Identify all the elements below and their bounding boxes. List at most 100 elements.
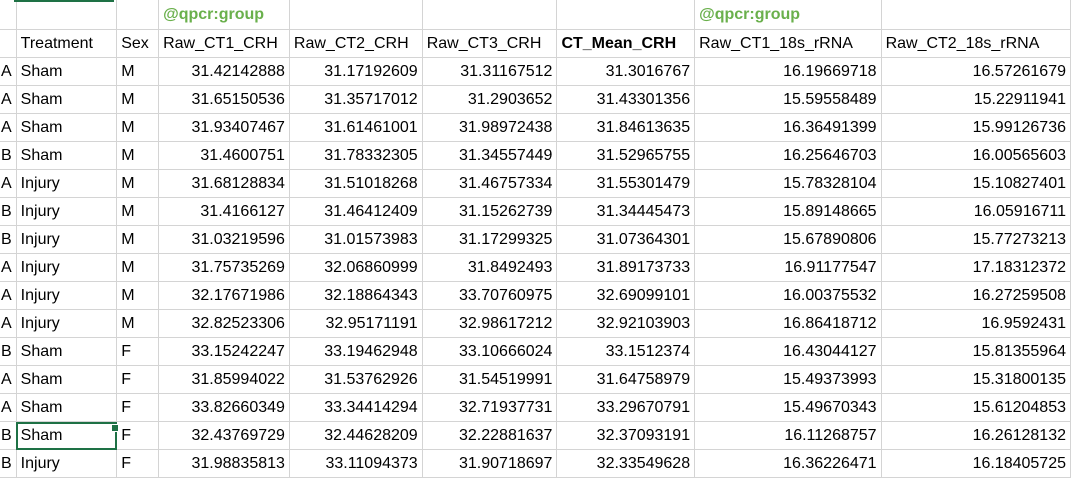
- cell-raw-ct2-crh[interactable]: 32.06860999: [289, 253, 423, 282]
- rrna-group-tag[interactable]: @qpcr:group: [694, 0, 882, 30]
- cell-raw-ct2-crh[interactable]: 31.35717012: [289, 85, 423, 114]
- cell-treatment[interactable]: Injury: [16, 169, 118, 198]
- cell-raw-ct2-18s-rrna[interactable]: 17.18312372: [881, 253, 1071, 282]
- cell-sex[interactable]: M: [116, 281, 160, 310]
- cell-raw-ct2-18s-rrna[interactable]: 15.31800135: [881, 365, 1071, 394]
- cell-raw-ct3-crh[interactable]: 32.22881637: [422, 421, 558, 450]
- cell-group[interactable]: B: [0, 197, 17, 226]
- cell-raw-ct2-18s-rrna[interactable]: 15.77273213: [881, 225, 1071, 254]
- cell-sex[interactable]: F: [116, 337, 160, 366]
- header-treatment[interactable]: Treatment: [16, 29, 118, 58]
- cell-raw-ct1-18s-rrna[interactable]: 16.25646703: [694, 141, 882, 170]
- tag-cell-raw-ct2-18s-rrna[interactable]: [881, 0, 1071, 30]
- cell-raw-ct1-crh[interactable]: 33.82660349: [158, 393, 290, 422]
- cell-raw-ct2-crh[interactable]: 32.95171191: [289, 309, 423, 338]
- cell-treatment[interactable]: Injury: [16, 225, 118, 254]
- cell-ct-mean-crh[interactable]: 31.3016767: [556, 57, 696, 86]
- cell-raw-ct2-18s-rrna[interactable]: 16.9592431: [881, 309, 1071, 338]
- header-raw-ct2-18s-rrna[interactable]: Raw_CT2_18s_rRNA: [881, 29, 1071, 58]
- cell-raw-ct1-18s-rrna[interactable]: 15.89148665: [694, 197, 882, 226]
- cell-raw-ct2-crh[interactable]: 33.19462948: [289, 337, 423, 366]
- cell-sex[interactable]: M: [116, 169, 160, 198]
- cell-group[interactable]: A: [0, 393, 17, 422]
- cell-treatment[interactable]: Sham: [16, 57, 118, 86]
- cell-raw-ct1-crh[interactable]: 31.4600751: [158, 141, 290, 170]
- cell-raw-ct3-crh[interactable]: 31.17299325: [422, 225, 558, 254]
- cell-raw-ct1-18s-rrna[interactable]: 16.36491399: [694, 113, 882, 142]
- cell-sex[interactable]: F: [116, 365, 160, 394]
- cell-raw-ct1-crh[interactable]: 31.65150536: [158, 85, 290, 114]
- cell-raw-ct2-crh[interactable]: 31.17192609: [289, 57, 423, 86]
- cell-raw-ct2-crh[interactable]: 33.11094373: [289, 449, 423, 478]
- cell-group[interactable]: A: [0, 309, 17, 338]
- cell-raw-ct1-18s-rrna[interactable]: 15.49373993: [694, 365, 882, 394]
- cell-raw-ct2-18s-rrna[interactable]: 16.57261679: [881, 57, 1071, 86]
- cell-raw-ct3-crh[interactable]: 33.10666024: [422, 337, 558, 366]
- cell-group[interactable]: A: [0, 253, 17, 282]
- cell-sex[interactable]: F: [116, 449, 160, 478]
- cell-raw-ct2-crh[interactable]: 31.01573983: [289, 225, 423, 254]
- cell-raw-ct2-crh[interactable]: 31.51018268: [289, 169, 423, 198]
- cell-sex[interactable]: M: [116, 225, 160, 254]
- cell-raw-ct2-crh[interactable]: 33.34414294: [289, 393, 423, 422]
- tag-cell-ct-mean-crh[interactable]: [556, 0, 696, 30]
- cell-sex[interactable]: M: [116, 309, 160, 338]
- cell-raw-ct2-crh[interactable]: 31.46412409: [289, 197, 423, 226]
- cell-group[interactable]: A: [0, 281, 17, 310]
- cell-raw-ct1-crh[interactable]: 31.68128834: [158, 169, 290, 198]
- cell-group[interactable]: B: [0, 421, 17, 450]
- cell-sex[interactable]: M: [116, 57, 160, 86]
- cell-raw-ct3-crh[interactable]: 31.90718697: [422, 449, 558, 478]
- cell-raw-ct1-18s-rrna[interactable]: 15.78328104: [694, 169, 882, 198]
- cell-ct-mean-crh[interactable]: 31.52965755: [556, 141, 696, 170]
- tag-cell-group[interactable]: [0, 0, 17, 30]
- cell-raw-ct2-crh[interactable]: 32.18864343: [289, 281, 423, 310]
- cell-treatment[interactable]: Sham: [16, 141, 118, 170]
- header-ct-mean-crh[interactable]: CT_Mean_CRH: [556, 29, 696, 58]
- cell-raw-ct1-crh[interactable]: 31.42142888: [158, 57, 290, 86]
- cell-raw-ct1-18s-rrna[interactable]: 16.86418712: [694, 309, 882, 338]
- cell-raw-ct1-crh[interactable]: 31.85994022: [158, 365, 290, 394]
- cell-ct-mean-crh[interactable]: 32.37093191: [556, 421, 696, 450]
- cell-ct-mean-crh[interactable]: 32.69099101: [556, 281, 696, 310]
- cell-raw-ct1-18s-rrna[interactable]: 16.43044127: [694, 337, 882, 366]
- cell-ct-mean-crh[interactable]: 31.64758979: [556, 365, 696, 394]
- cell-group[interactable]: A: [0, 113, 17, 142]
- header-raw-ct2-crh[interactable]: Raw_CT2_CRH: [289, 29, 423, 58]
- cell-treatment[interactable]: Sham: [16, 421, 118, 450]
- tag-cell-sex[interactable]: [116, 0, 160, 30]
- cell-group[interactable]: A: [0, 169, 17, 198]
- cell-raw-ct1-18s-rrna[interactable]: 16.11268757: [694, 421, 882, 450]
- cell-raw-ct3-crh[interactable]: 32.98617212: [422, 309, 558, 338]
- cell-raw-ct1-crh[interactable]: 32.82523306: [158, 309, 290, 338]
- cell-raw-ct1-crh[interactable]: 31.4166127: [158, 197, 290, 226]
- cell-sex[interactable]: F: [116, 421, 160, 450]
- cell-treatment[interactable]: Sham: [16, 337, 118, 366]
- cell-sex[interactable]: M: [116, 141, 160, 170]
- cell-sex[interactable]: M: [116, 85, 160, 114]
- cell-sex[interactable]: M: [116, 113, 160, 142]
- cell-raw-ct1-18s-rrna[interactable]: 15.67890806: [694, 225, 882, 254]
- cell-raw-ct3-crh[interactable]: 33.70760975: [422, 281, 558, 310]
- cell-raw-ct2-18s-rrna[interactable]: 16.05916711: [881, 197, 1071, 226]
- cell-raw-ct2-18s-rrna[interactable]: 16.00565603: [881, 141, 1071, 170]
- cell-raw-ct3-crh[interactable]: 31.2903652: [422, 85, 558, 114]
- cell-sex[interactable]: M: [116, 253, 160, 282]
- cell-raw-ct3-crh[interactable]: 32.71937731: [422, 393, 558, 422]
- header-raw-ct1-crh[interactable]: Raw_CT1_CRH: [158, 29, 290, 58]
- cell-ct-mean-crh[interactable]: 31.89173733: [556, 253, 696, 282]
- cell-raw-ct2-18s-rrna[interactable]: 16.27259508: [881, 281, 1071, 310]
- crh-group-tag[interactable]: @qpcr:group: [158, 0, 290, 30]
- cell-group[interactable]: A: [0, 57, 17, 86]
- cell-treatment[interactable]: Injury: [16, 449, 118, 478]
- cell-group[interactable]: B: [0, 337, 17, 366]
- cell-treatment[interactable]: Sham: [16, 85, 118, 114]
- cell-treatment[interactable]: Injury: [16, 281, 118, 310]
- cell-raw-ct2-18s-rrna[interactable]: 15.81355964: [881, 337, 1071, 366]
- cell-raw-ct2-18s-rrna[interactable]: 15.61204853: [881, 393, 1071, 422]
- cell-raw-ct1-18s-rrna[interactable]: 16.00375532: [694, 281, 882, 310]
- cell-group[interactable]: B: [0, 225, 17, 254]
- cell-raw-ct2-18s-rrna[interactable]: 15.10827401: [881, 169, 1071, 198]
- cell-raw-ct1-crh[interactable]: 33.15242247: [158, 337, 290, 366]
- cell-group[interactable]: A: [0, 365, 17, 394]
